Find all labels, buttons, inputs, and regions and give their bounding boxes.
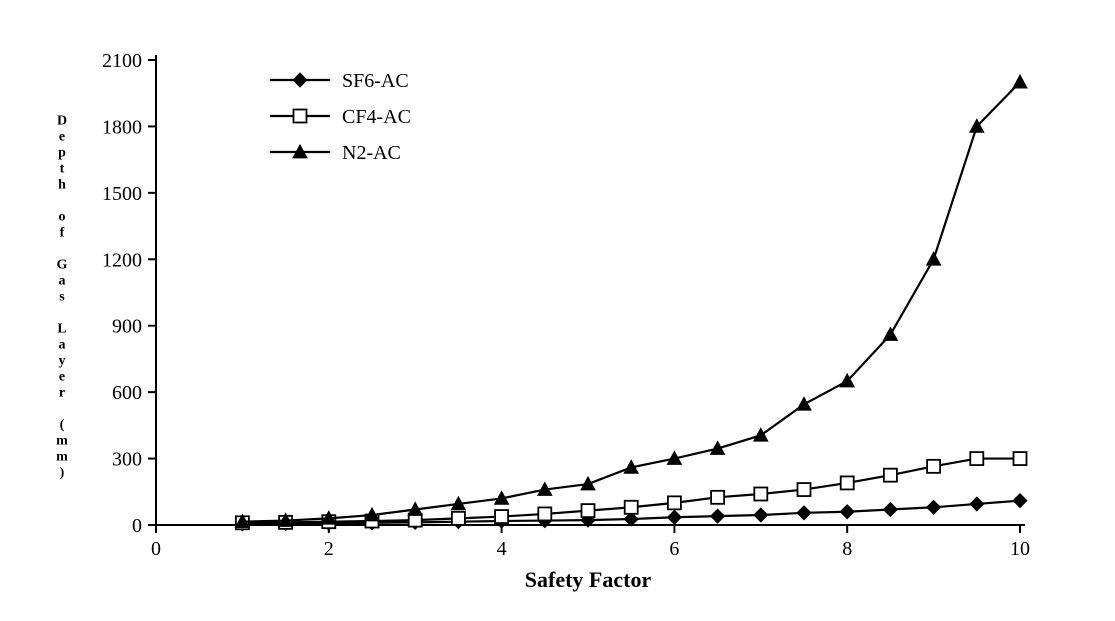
svg-text:r: r <box>59 386 65 401</box>
svg-text:y: y <box>59 354 66 369</box>
x-tick-label: 2 <box>324 538 334 560</box>
svg-text:e: e <box>59 130 65 145</box>
svg-text:a: a <box>59 338 66 353</box>
x-axis-label: Safety Factor <box>525 567 652 592</box>
y-tick-label: 300 <box>112 449 142 471</box>
svg-text:D: D <box>57 114 67 129</box>
svg-text:p: p <box>58 146 66 161</box>
y-tick-label: 600 <box>112 382 142 404</box>
x-tick-label: 0 <box>151 538 161 560</box>
svg-text:m: m <box>56 450 68 465</box>
y-tick-label: 1800 <box>102 116 142 138</box>
legend-label: CF4-AC <box>342 106 411 128</box>
y-tick-label: 2100 <box>102 50 142 72</box>
legend-label: N2-AC <box>342 142 401 164</box>
svg-text:f: f <box>60 226 65 241</box>
svg-text:a: a <box>59 274 66 289</box>
svg-text:G: G <box>57 258 68 273</box>
legend-label: SF6-AC <box>342 70 409 92</box>
y-tick-label: 0 <box>132 515 142 537</box>
svg-text:L: L <box>57 322 66 337</box>
svg-text:(: ( <box>60 418 65 433</box>
x-tick-label: 10 <box>1010 538 1030 560</box>
svg-text:m: m <box>56 434 68 449</box>
x-tick-label: 6 <box>669 538 679 560</box>
line-chart: 0 2 4 6 8 10 0 300 600 900 1200 1500 1800 2100 Safety … <box>0 0 1115 621</box>
svg-text:o: o <box>59 210 66 225</box>
svg-text:): ) <box>60 466 65 481</box>
x-tick-label: 8 <box>842 538 852 560</box>
y-tick-label: 1500 <box>102 183 142 205</box>
y-tick-label: 900 <box>112 316 142 338</box>
svg-text:e: e <box>59 370 65 385</box>
x-tick-label: 4 <box>497 538 507 560</box>
chart-container: 0 2 4 6 8 10 0 300 600 900 1200 1500 1800 2100 Safety … <box>0 0 1115 621</box>
svg-text:h: h <box>58 178 66 193</box>
svg-text:s: s <box>59 290 65 305</box>
y-tick-label: 1200 <box>102 249 142 271</box>
svg-text:t: t <box>60 162 65 177</box>
